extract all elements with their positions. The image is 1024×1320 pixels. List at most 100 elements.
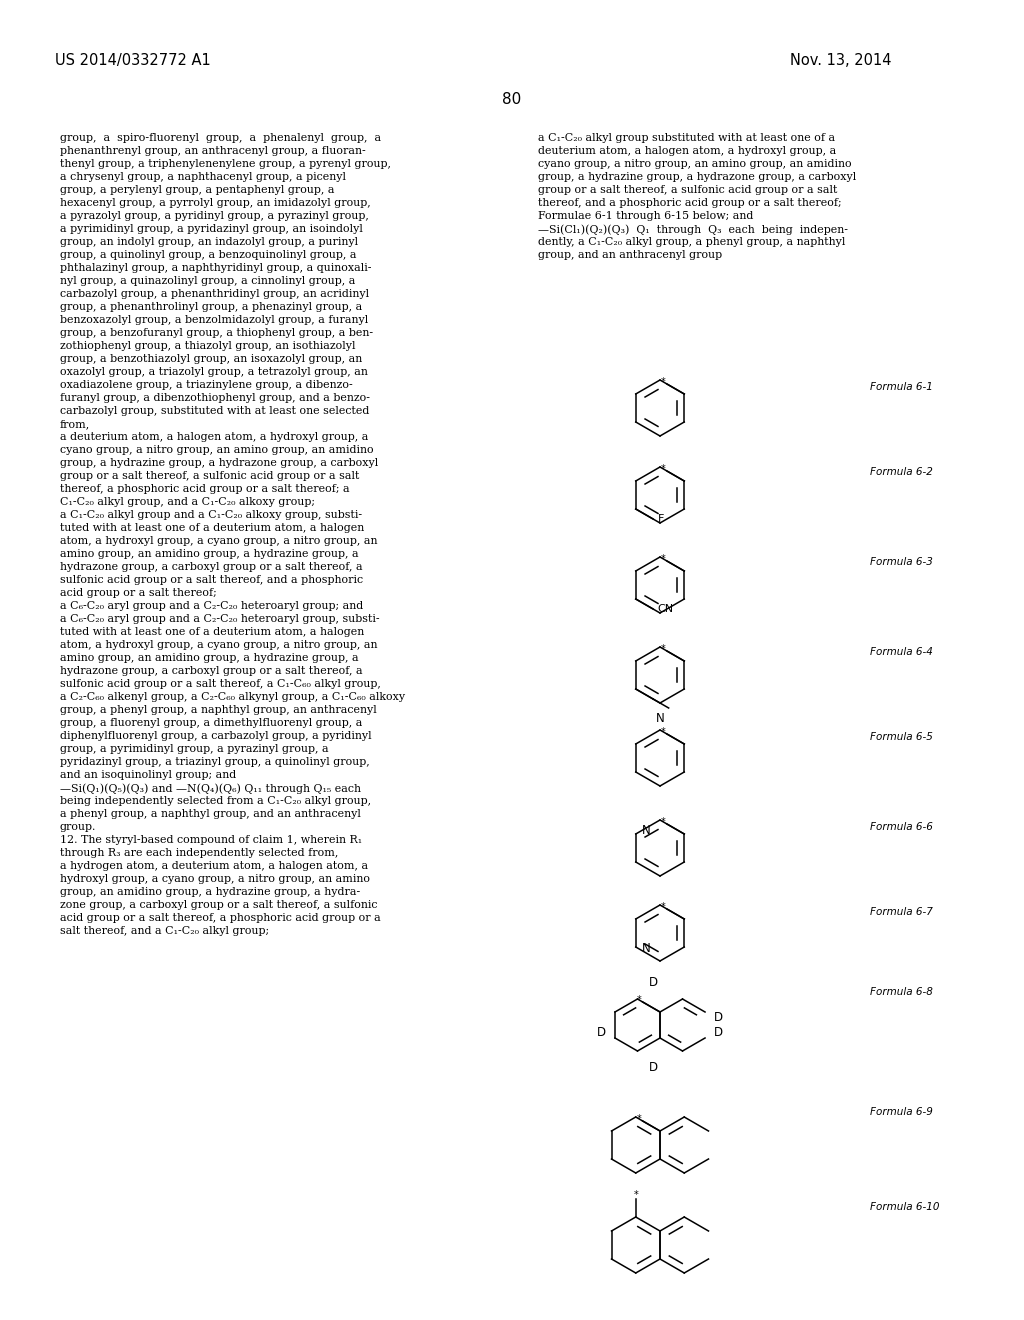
- Text: *: *: [660, 644, 666, 653]
- Text: *: *: [660, 902, 666, 912]
- Text: hydrazone group, a carboxyl group or a salt thereof, a: hydrazone group, a carboxyl group or a s…: [60, 562, 362, 572]
- Text: benzoxazolyl group, a benzolmidazolyl group, a furanyl: benzoxazolyl group, a benzolmidazolyl gr…: [60, 315, 369, 325]
- Text: Formula 6-9: Formula 6-9: [870, 1107, 933, 1117]
- Text: group, an amidino group, a hydrazine group, a hydra-: group, an amidino group, a hydrazine gro…: [60, 887, 360, 898]
- Text: *: *: [660, 554, 666, 564]
- Text: through R₃ are each independently selected from,: through R₃ are each independently select…: [60, 847, 338, 858]
- Text: CN: CN: [657, 605, 673, 614]
- Text: group, a hydrazine group, a hydrazone group, a carboxyl: group, a hydrazine group, a hydrazone gr…: [60, 458, 378, 469]
- Text: C₁-C₂₀ alkyl group, and a C₁-C₂₀ alkoxy group;: C₁-C₂₀ alkyl group, and a C₁-C₂₀ alkoxy …: [60, 498, 315, 507]
- Text: phthalazinyl group, a naphthyridinyl group, a quinoxali-: phthalazinyl group, a naphthyridinyl gro…: [60, 263, 372, 273]
- Text: carbazolyl group, a phenanthridinyl group, an acridinyl: carbazolyl group, a phenanthridinyl grou…: [60, 289, 369, 300]
- Text: zothiophenyl group, a thiazolyl group, an isothiazolyl: zothiophenyl group, a thiazolyl group, a…: [60, 341, 355, 351]
- Text: D: D: [714, 1027, 723, 1039]
- Text: group, a quinolinyl group, a benzoquinolinyl group, a: group, a quinolinyl group, a benzoquinol…: [60, 249, 356, 260]
- Text: oxadiazolene group, a triazinylene group, a dibenzo-: oxadiazolene group, a triazinylene group…: [60, 380, 352, 389]
- Text: sulfonic acid group or a salt thereof, and a phosphoric: sulfonic acid group or a salt thereof, a…: [60, 576, 364, 585]
- Text: Formula 6-3: Formula 6-3: [870, 557, 933, 568]
- Text: a pyrazolyl group, a pyridinyl group, a pyrazinyl group,: a pyrazolyl group, a pyridinyl group, a …: [60, 211, 369, 220]
- Text: cyano group, a nitro group, an amino group, an amidino: cyano group, a nitro group, an amino gro…: [538, 158, 852, 169]
- Text: Formulae 6-1 through 6-15 below; and: Formulae 6-1 through 6-15 below; and: [538, 211, 754, 220]
- Text: group or a salt thereof, a sulfonic acid group or a salt: group or a salt thereof, a sulfonic acid…: [60, 471, 359, 480]
- Text: tuted with at least one of a deuterium atom, a halogen: tuted with at least one of a deuterium a…: [60, 627, 365, 638]
- Text: furanyl group, a dibenzothiophenyl group, and a benzo-: furanyl group, a dibenzothiophenyl group…: [60, 393, 370, 403]
- Text: group, a pyrimidinyl group, a pyrazinyl group, a: group, a pyrimidinyl group, a pyrazinyl …: [60, 744, 329, 754]
- Text: *: *: [660, 817, 666, 828]
- Text: hexacenyl group, a pyrrolyl group, an imidazolyl group,: hexacenyl group, a pyrrolyl group, an im…: [60, 198, 371, 209]
- Text: D: D: [597, 1027, 606, 1039]
- Text: salt thereof, and a C₁-C₂₀ alkyl group;: salt thereof, and a C₁-C₂₀ alkyl group;: [60, 927, 269, 936]
- Text: cyano group, a nitro group, an amino group, an amidino: cyano group, a nitro group, an amino gro…: [60, 445, 374, 455]
- Text: thenyl group, a triphenylenenylene group, a pyrenyl group,: thenyl group, a triphenylenenylene group…: [60, 158, 391, 169]
- Text: group, a phenanthrolinyl group, a phenazinyl group, a: group, a phenanthrolinyl group, a phenaz…: [60, 302, 362, 312]
- Text: —Si(Q₁)(Q₅)(Q₃) and —N(Q₄)(Q₆) Q₁₁ through Q₁₅ each: —Si(Q₁)(Q₅)(Q₃) and —N(Q₄)(Q₆) Q₁₁ throu…: [60, 783, 361, 793]
- Text: D: D: [648, 1061, 657, 1074]
- Text: Formula 6-10: Formula 6-10: [870, 1203, 939, 1212]
- Text: 80: 80: [503, 92, 521, 107]
- Text: a pyrimidinyl group, a pyridazinyl group, an isoindolyl: a pyrimidinyl group, a pyridazinyl group…: [60, 224, 362, 234]
- Text: tuted with at least one of a deuterium atom, a halogen: tuted with at least one of a deuterium a…: [60, 523, 365, 533]
- Text: Formula 6-8: Formula 6-8: [870, 987, 933, 997]
- Text: being independently selected from a C₁-C₂₀ alkyl group,: being independently selected from a C₁-C…: [60, 796, 371, 807]
- Text: Formula 6-1: Formula 6-1: [870, 381, 933, 392]
- Text: *: *: [660, 727, 666, 737]
- Text: carbazolyl group, substituted with at least one selected: carbazolyl group, substituted with at le…: [60, 407, 370, 416]
- Text: D: D: [648, 975, 657, 989]
- Text: atom, a hydroxyl group, a cyano group, a nitro group, an: atom, a hydroxyl group, a cyano group, a…: [60, 536, 378, 546]
- Text: D: D: [714, 1011, 723, 1024]
- Text: hydroxyl group, a cyano group, a nitro group, an amino: hydroxyl group, a cyano group, a nitro g…: [60, 874, 370, 884]
- Text: phenanthrenyl group, an anthracenyl group, a fluoran-: phenanthrenyl group, an anthracenyl grou…: [60, 147, 366, 156]
- Text: thereof, and a phosphoric acid group or a salt thereof;: thereof, and a phosphoric acid group or …: [538, 198, 842, 209]
- Text: N: N: [642, 825, 650, 837]
- Text: amino group, an amidino group, a hydrazine group, a: amino group, an amidino group, a hydrazi…: [60, 549, 358, 558]
- Text: group, a benzofuranyl group, a thiophenyl group, a ben-: group, a benzofuranyl group, a thiopheny…: [60, 327, 373, 338]
- Text: group, a phenyl group, a naphthyl group, an anthracenyl: group, a phenyl group, a naphthyl group,…: [60, 705, 377, 715]
- Text: group, an indolyl group, an indazolyl group, a purinyl: group, an indolyl group, an indazolyl gr…: [60, 238, 358, 247]
- Text: zone group, a carboxyl group or a salt thereof, a sulfonic: zone group, a carboxyl group or a salt t…: [60, 900, 378, 909]
- Text: from,: from,: [60, 418, 90, 429]
- Text: group, a benzothiazolyl group, an isoxazolyl group, an: group, a benzothiazolyl group, an isoxaz…: [60, 354, 362, 364]
- Text: *: *: [636, 995, 641, 1005]
- Text: —Si(Cl₁)(Q₂)(Q₃)  Q₁  through  Q₃  each  being  indepen-: —Si(Cl₁)(Q₂)(Q₃) Q₁ through Q₃ each bein…: [538, 224, 848, 235]
- Text: N: N: [655, 711, 665, 725]
- Text: acid group or a salt thereof;: acid group or a salt thereof;: [60, 587, 217, 598]
- Text: amino group, an amidino group, a hydrazine group, a: amino group, an amidino group, a hydrazi…: [60, 653, 358, 663]
- Text: pyridazinyl group, a triazinyl group, a quinolinyl group,: pyridazinyl group, a triazinyl group, a …: [60, 756, 370, 767]
- Text: hydrazone group, a carboxyl group or a salt thereof, a: hydrazone group, a carboxyl group or a s…: [60, 667, 362, 676]
- Text: F: F: [658, 513, 665, 524]
- Text: dently, a C₁-C₂₀ alkyl group, a phenyl group, a naphthyl: dently, a C₁-C₂₀ alkyl group, a phenyl g…: [538, 238, 846, 247]
- Text: a phenyl group, a naphthyl group, and an anthracenyl: a phenyl group, a naphthyl group, and an…: [60, 809, 360, 818]
- Text: group.: group.: [60, 822, 96, 832]
- Text: a hydrogen atom, a deuterium atom, a halogen atom, a: a hydrogen atom, a deuterium atom, a hal…: [60, 861, 368, 871]
- Text: sulfonic acid group or a salt thereof, a C₁-C₆₀ alkyl group,: sulfonic acid group or a salt thereof, a…: [60, 678, 381, 689]
- Text: a C₆-C₂₀ aryl group and a C₂-C₂₀ heteroaryl group; and: a C₆-C₂₀ aryl group and a C₂-C₂₀ heteroa…: [60, 601, 364, 611]
- Text: deuterium atom, a halogen atom, a hydroxyl group, a: deuterium atom, a halogen atom, a hydrox…: [538, 147, 837, 156]
- Text: *: *: [660, 465, 666, 474]
- Text: thereof, a phosphoric acid group or a salt thereof; a: thereof, a phosphoric acid group or a sa…: [60, 484, 349, 494]
- Text: N: N: [642, 942, 650, 956]
- Text: group, and an anthracenyl group: group, and an anthracenyl group: [538, 249, 722, 260]
- Text: Nov. 13, 2014: Nov. 13, 2014: [790, 53, 892, 69]
- Text: acid group or a salt thereof, a phosphoric acid group or a: acid group or a salt thereof, a phosphor…: [60, 913, 381, 923]
- Text: and an isoquinolinyl group; and: and an isoquinolinyl group; and: [60, 770, 237, 780]
- Text: a C₁-C₂₀ alkyl group and a C₁-C₂₀ alkoxy group, substi-: a C₁-C₂₀ alkyl group and a C₁-C₂₀ alkoxy…: [60, 510, 362, 520]
- Text: *: *: [660, 378, 666, 387]
- Text: a C₆-C₂₀ aryl group and a C₂-C₂₀ heteroaryl group, substi-: a C₆-C₂₀ aryl group and a C₂-C₂₀ heteroa…: [60, 614, 380, 624]
- Text: group or a salt thereof, a sulfonic acid group or a salt: group or a salt thereof, a sulfonic acid…: [538, 185, 838, 195]
- Text: a C₂-C₆₀ alkenyl group, a C₂-C₆₀ alkynyl group, a C₁-C₆₀ alkoxy: a C₂-C₆₀ alkenyl group, a C₂-C₆₀ alkynyl…: [60, 692, 406, 702]
- Text: Formula 6-6: Formula 6-6: [870, 822, 933, 832]
- Text: atom, a hydroxyl group, a cyano group, a nitro group, an: atom, a hydroxyl group, a cyano group, a…: [60, 640, 378, 649]
- Text: *: *: [636, 1114, 641, 1125]
- Text: oxazolyl group, a triazolyl group, a tetrazolyl group, an: oxazolyl group, a triazolyl group, a tet…: [60, 367, 368, 378]
- Text: Formula 6-5: Formula 6-5: [870, 733, 933, 742]
- Text: Formula 6-2: Formula 6-2: [870, 467, 933, 477]
- Text: group,  a  spiro-fluorenyl  group,  a  phenalenyl  group,  a: group, a spiro-fluorenyl group, a phenal…: [60, 133, 381, 143]
- Text: Formula 6-4: Formula 6-4: [870, 647, 933, 657]
- Text: group, a perylenyl group, a pentaphenyl group, a: group, a perylenyl group, a pentaphenyl …: [60, 185, 335, 195]
- Text: Formula 6-7: Formula 6-7: [870, 907, 933, 917]
- Text: *: *: [634, 1191, 638, 1200]
- Text: nyl group, a quinazolinyl group, a cinnolinyl group, a: nyl group, a quinazolinyl group, a cinno…: [60, 276, 355, 286]
- Text: a deuterium atom, a halogen atom, a hydroxyl group, a: a deuterium atom, a halogen atom, a hydr…: [60, 432, 369, 442]
- Text: a C₁-C₂₀ alkyl group substituted with at least one of a: a C₁-C₂₀ alkyl group substituted with at…: [538, 133, 836, 143]
- Text: 12. The styryl-based compound of claim 1, wherein R₁: 12. The styryl-based compound of claim 1…: [60, 836, 362, 845]
